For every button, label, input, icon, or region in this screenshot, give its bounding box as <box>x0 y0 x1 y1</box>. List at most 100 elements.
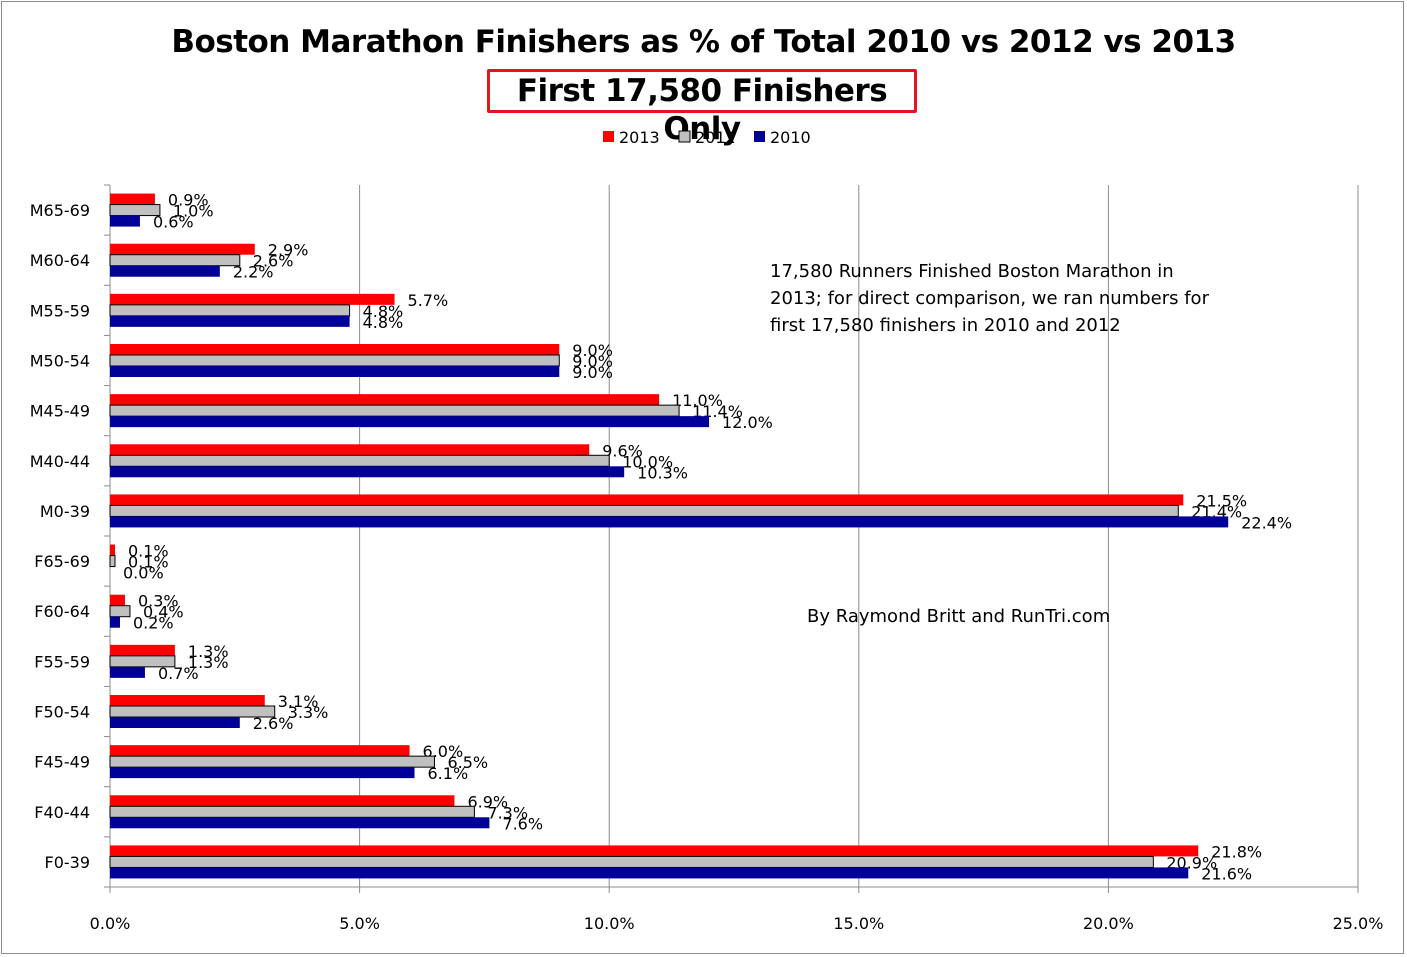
data-label-2013: 21.8% <box>1211 842 1262 861</box>
x-tick-label: 20.0% <box>1083 914 1134 933</box>
legend-swatch-2010 <box>754 131 765 142</box>
y-tick-label: F0-39 <box>44 853 90 872</box>
data-label-2010: 0.7% <box>158 664 199 683</box>
bar-2012 <box>109 705 276 718</box>
data-label-2013: 0.3% <box>138 592 179 611</box>
data-label-2012: 10.0% <box>622 452 673 471</box>
data-label-2013: 9.0% <box>572 341 613 360</box>
bar-2013 <box>110 444 590 456</box>
data-label-2012: 0.1% <box>128 553 169 572</box>
y-tick-label: F55-59 <box>34 652 90 671</box>
legend-label-2013: 2013 <box>619 128 660 147</box>
bar-2010 <box>110 215 140 227</box>
data-label-2013: 1.3% <box>188 642 229 661</box>
data-label-2012: 3.3% <box>288 703 329 722</box>
x-tick-label: 10.0% <box>584 914 635 933</box>
bar-2010 <box>110 717 240 728</box>
data-label-2013: 21.5% <box>1196 491 1247 510</box>
y-tick-label: F50-54 <box>34 703 90 722</box>
bar-2012 <box>109 504 1179 517</box>
y-tick-label: M50-54 <box>30 352 90 371</box>
bar-2010 <box>110 265 220 277</box>
bar-2010 <box>110 817 490 829</box>
chart-title: Boston Marathon Finishers as % of Total … <box>171 24 1236 60</box>
data-label-2010: 10.3% <box>637 463 688 482</box>
bar-2010 <box>110 616 120 628</box>
bar-2013 <box>110 344 560 355</box>
data-label-2012: 1.0% <box>173 202 214 221</box>
bar-2012 <box>109 354 560 367</box>
data-label-2013: 6.9% <box>467 792 508 811</box>
bar-2012 <box>109 454 610 467</box>
data-label-2010: 12.0% <box>722 413 773 432</box>
bar-2010 <box>110 867 1189 879</box>
data-label-2012: 2.6% <box>253 252 294 271</box>
x-tick-label: 5.0% <box>339 914 380 933</box>
y-tick-label: M60-64 <box>30 251 90 270</box>
data-label-2013: 2.9% <box>268 241 309 260</box>
y-tick-label: F45-49 <box>34 753 90 772</box>
y-tick-label: M40-44 <box>30 452 90 471</box>
bar-2010 <box>110 466 625 478</box>
legend-label-2010: 2010 <box>770 128 811 147</box>
legend-swatch-2012 <box>678 130 691 143</box>
data-label-2012: 1.3% <box>188 653 229 672</box>
data-label-2013: 0.1% <box>128 542 169 561</box>
data-label-2010: 6.1% <box>428 764 469 783</box>
data-label-2013: 3.1% <box>278 692 319 711</box>
data-label-2013: 9.6% <box>602 441 643 460</box>
y-tick-label: M55-59 <box>30 301 90 320</box>
bar-2010 <box>110 366 560 377</box>
bar-2010 <box>110 666 145 678</box>
data-label-2012: 9.0% <box>572 352 613 371</box>
bar-2013 <box>110 193 155 205</box>
bar-2013 <box>110 293 395 305</box>
bar-2013 <box>110 845 1199 857</box>
bar-2013 <box>110 544 115 556</box>
bar-2013 <box>110 494 1184 506</box>
bar-2010 <box>110 767 415 779</box>
bar-2013 <box>110 745 410 757</box>
data-label-2013: 11.0% <box>672 391 723 410</box>
bar-2012 <box>109 805 475 818</box>
y-tick-label: F40-44 <box>34 803 90 822</box>
bar-2012 <box>109 855 1154 868</box>
bar-2012 <box>109 755 435 768</box>
bar-2012 <box>109 605 131 618</box>
bar-2013 <box>110 594 125 606</box>
bar-2013 <box>110 695 265 706</box>
chart-subtitle: First 17,580 Finishers Only <box>487 69 917 147</box>
data-label-2010: 22.4% <box>1241 513 1292 532</box>
legend-swatch-2013 <box>603 131 614 142</box>
data-label-2010: 0.2% <box>133 614 174 633</box>
data-label-2013: 5.7% <box>408 291 449 310</box>
data-label-2010: 21.6% <box>1201 864 1252 883</box>
data-label-2010: 2.2% <box>233 263 274 282</box>
bar-2013 <box>110 243 255 255</box>
data-label-2010: 0.0% <box>123 564 164 583</box>
data-label-2010: 4.8% <box>363 313 404 332</box>
data-label-2010: 9.0% <box>572 363 613 382</box>
bar-2012 <box>109 404 680 417</box>
bar-2013 <box>110 644 175 656</box>
bar-2012 <box>109 555 116 568</box>
bar-2010 <box>110 516 1229 528</box>
bar-2012 <box>109 304 351 317</box>
bar-2013 <box>110 795 455 807</box>
y-tick-label: M0-39 <box>40 502 90 521</box>
data-label-2012: 7.3% <box>487 803 528 822</box>
data-label-2012: 4.8% <box>363 302 404 321</box>
bar-2013 <box>110 394 660 406</box>
y-tick-label: F60-64 <box>34 602 90 621</box>
y-tick-label: M65-69 <box>30 201 90 220</box>
annotation-note: 17,580 Runners Finished Boston Marathon … <box>770 261 1209 336</box>
x-tick-label: 15.0% <box>833 914 884 933</box>
bar-2010 <box>110 315 350 327</box>
data-label-2010: 2.6% <box>253 714 294 733</box>
bar-2012 <box>109 254 241 267</box>
bar-2010 <box>110 416 710 428</box>
y-tick-label: F65-69 <box>34 552 90 571</box>
x-tick-label: 0.0% <box>90 914 131 933</box>
data-label-2010: 0.6% <box>153 213 194 232</box>
